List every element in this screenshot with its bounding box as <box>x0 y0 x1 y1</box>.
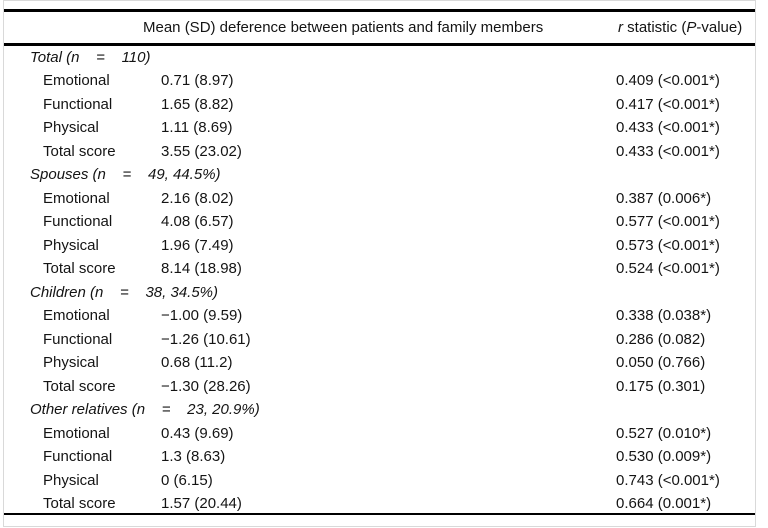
group-header-row: Other relatives (n = 23, 20.9%) <box>4 398 755 422</box>
table-top-rule <box>4 9 755 12</box>
r-statistic-value: 0.417 (<0.001*) <box>616 95 720 113</box>
row-label: Total score <box>43 377 116 395</box>
row-label: Functional <box>43 330 113 348</box>
group-label: Children (n = 38, 34.5%) <box>30 283 219 301</box>
mean-sd-value: −1.30 (28.26) <box>161 377 251 395</box>
row-label: Functional <box>43 448 113 465</box>
mean-sd-value: 0.43 (9.69) <box>161 424 234 442</box>
table-row: Physical 0 (6.15) 0.743 (<0.001*) <box>4 469 755 493</box>
r-statistic-value: 0.286 (0.082) <box>616 330 706 348</box>
mean-sd-value: −1.00 (9.59) <box>161 307 243 324</box>
table-row: Emotional 2.16 (8.02) 0.387 (0.006*) <box>4 187 755 211</box>
mean-sd-value: 0.68 (11.2) <box>161 354 233 371</box>
group-label: Other relatives (n = 23, 20.9%) <box>30 401 260 418</box>
table-row: Total score 8.14 (18.98) 0.524 (<0.001*) <box>4 257 755 281</box>
p-header-text: -value) <box>696 18 743 36</box>
row-label: Total score <box>43 142 116 160</box>
row-label: Emotional <box>43 424 110 442</box>
r-statistic-value: 0.524 (<0.001*) <box>616 260 720 277</box>
r-statistic-value: 0.433 (<0.001*) <box>616 142 720 160</box>
row-label: Functional <box>43 95 113 113</box>
mean-sd-value: 1.96 (7.49) <box>161 236 234 254</box>
row-label: Functional <box>43 213 113 230</box>
table-row: Functional 1.65 (8.82) 0.417 (<0.001*) <box>4 93 755 117</box>
mean-sd-value: 1.65 (8.82) <box>161 95 234 113</box>
table-header-row: Mean (SD) deference between patients and… <box>4 12 755 44</box>
r-statistic-value: 0.577 (<0.001*) <box>616 213 720 230</box>
table-row: Functional 4.08 (6.57) 0.577 (<0.001*) <box>4 210 755 234</box>
mean-sd-value: 1.3 (8.63) <box>161 448 226 465</box>
r-statistic-column-header: r statistic (P-value) <box>618 12 742 43</box>
row-label: Emotional <box>43 72 110 89</box>
row-label: Total score <box>43 495 116 512</box>
group-header-row: Spouses (n = 49, 44.5%) <box>4 163 755 187</box>
table-row: Functional −1.26 (10.61) 0.286 (0.082) <box>4 328 755 352</box>
mean-sd-value: 8.14 (18.98) <box>161 260 242 277</box>
r-statistic-value: 0.527 (0.010*) <box>616 424 712 442</box>
r-statistic-value: 0.338 (0.038*) <box>616 307 712 324</box>
r-statistic-value: 0.664 (0.001*) <box>616 495 712 512</box>
r-statistic-value: 0.409 (<0.001*) <box>616 72 720 89</box>
table-row: Emotional 0.43 (9.69) 0.527 (0.010*) <box>4 422 755 446</box>
row-label: Physical <box>43 354 99 371</box>
table-row: Total score 3.55 (23.02) 0.433 (<0.001*) <box>4 140 755 164</box>
group-header-row: Children (n = 38, 34.5%) <box>4 281 755 305</box>
table-row: Emotional 0.71 (8.97) 0.409 (<0.001*) <box>4 69 755 93</box>
row-label: Physical <box>43 471 99 489</box>
r-statistic-value: 0.175 (0.301) <box>616 377 706 395</box>
table-body: Total (n = 110) Emotional 0.71 (8.97) 0.409… <box>4 46 755 516</box>
mean-sd-value: 1.57 (20.44) <box>161 495 242 512</box>
table-row: Emotional −1.00 (9.59) 0.338 (0.038*) <box>4 304 755 328</box>
p-symbol: P <box>686 18 697 36</box>
group-label: Total (n = 110) <box>30 48 151 66</box>
table-row: Total score 1.57 (20.44) 0.664 (0.001*) <box>4 492 755 516</box>
table-frame: Mean (SD) deference between patients and… <box>3 0 756 527</box>
table-row: Physical 1.11 (8.69) 0.433 (<0.001*) <box>4 116 755 140</box>
mean-sd-value: −1.26 (10.61) <box>161 330 251 348</box>
r-statistic-value: 0.433 (<0.001*) <box>616 119 720 136</box>
table-row: Functional 1.3 (8.63) 0.530 (0.009*) <box>4 445 755 469</box>
mean-sd-value: 4.08 (6.57) <box>161 213 234 230</box>
mean-sd-value: 0.71 (8.97) <box>161 72 234 89</box>
row-label: Emotional <box>43 189 110 207</box>
row-label: Physical <box>43 119 99 136</box>
row-label: Emotional <box>43 307 110 324</box>
mean-sd-column-header: Mean (SD) deference between patients and… <box>143 18 544 36</box>
group-header-row: Total (n = 110) <box>4 46 755 70</box>
r-statistic-value: 0.530 (0.009*) <box>616 448 712 465</box>
table-row: Physical 1.96 (7.49) 0.573 (<0.001*) <box>4 234 755 258</box>
table-row: Physical 0.68 (11.2) 0.050 (0.766) <box>4 351 755 375</box>
mean-sd-value: 1.11 (8.69) <box>161 119 233 136</box>
row-label: Total score <box>43 260 116 277</box>
mean-sd-value: 3.55 (23.02) <box>161 142 242 160</box>
r-statistic-value: 0.573 (<0.001*) <box>616 236 720 254</box>
row-label: Physical <box>43 236 99 254</box>
table-bottom-rule <box>4 512 755 515</box>
mean-sd-value: 2.16 (8.02) <box>161 189 234 207</box>
group-label: Spouses (n = 49, 44.5%) <box>30 166 221 183</box>
r-statistic-value: 0.050 (0.766) <box>616 354 706 371</box>
r-statistic-value: 0.743 (<0.001*) <box>616 471 720 489</box>
table-header-rule <box>4 43 755 46</box>
table-row: Total score −1.30 (28.26) 0.175 (0.301) <box>4 375 755 399</box>
r-header-text: statistic ( <box>623 18 687 36</box>
mean-sd-value: 0 (6.15) <box>161 471 213 489</box>
r-statistic-value: 0.387 (0.006*) <box>616 189 712 207</box>
r-symbol: r <box>618 18 623 36</box>
